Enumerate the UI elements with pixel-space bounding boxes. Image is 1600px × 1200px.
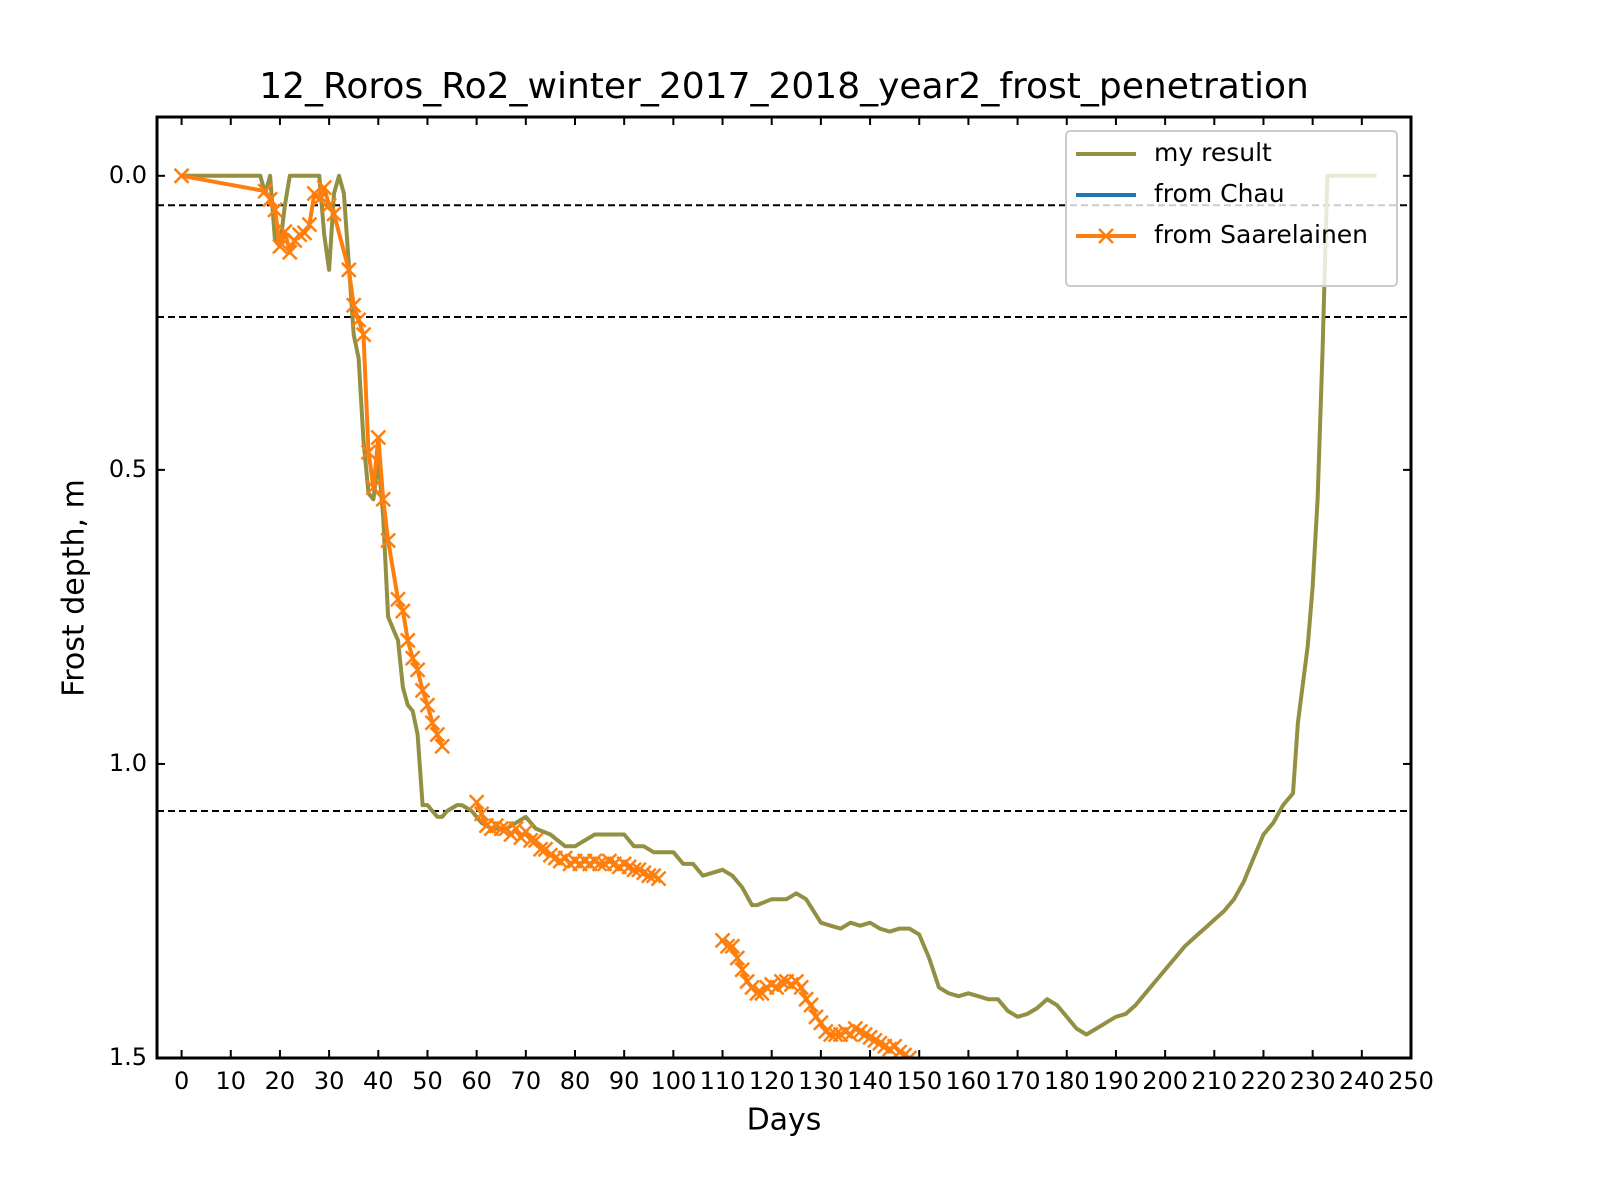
x-tick-label: 60 xyxy=(461,1067,492,1095)
x-tick-label: 140 xyxy=(847,1067,893,1095)
data-point xyxy=(640,867,657,884)
data-point xyxy=(812,1014,829,1031)
x-tick-label: 90 xyxy=(609,1067,640,1095)
data-point xyxy=(301,216,318,233)
x-tick-label: 220 xyxy=(1241,1067,1287,1095)
x-tick-label: 160 xyxy=(946,1067,992,1095)
data-point xyxy=(350,312,367,328)
data-point xyxy=(419,697,436,714)
data-point xyxy=(749,985,765,1002)
data-point xyxy=(827,1026,844,1043)
data-point xyxy=(267,202,283,218)
x-tick-label: 20 xyxy=(265,1067,296,1095)
data-point xyxy=(468,794,485,811)
data-point xyxy=(345,297,362,314)
y-axis-label: Frost depth, m xyxy=(57,479,92,697)
x-tick-label: 50 xyxy=(412,1067,443,1095)
data-point xyxy=(803,997,819,1013)
data-point xyxy=(635,864,652,881)
x-tick-label: 230 xyxy=(1290,1067,1336,1095)
data-point xyxy=(729,950,746,966)
data-point xyxy=(370,429,387,446)
x-tick-label: 30 xyxy=(314,1067,345,1095)
x-tick-label: 80 xyxy=(560,1067,591,1095)
data-point xyxy=(365,479,382,496)
data-point xyxy=(380,532,397,549)
x-tick-label: 40 xyxy=(363,1067,394,1095)
data-point xyxy=(473,806,490,822)
x-tick-label: 10 xyxy=(215,1067,246,1095)
x-tick-label: 130 xyxy=(798,1067,844,1095)
data-point xyxy=(508,820,524,837)
x-axis-label: Days xyxy=(747,1103,822,1138)
data-point xyxy=(404,650,421,666)
chart-title: 12_Roros_Ro2_winter_2017_2018_year2_fros… xyxy=(259,66,1309,107)
data-point xyxy=(321,197,338,214)
x-tick-label: 70 xyxy=(511,1067,542,1095)
data-point xyxy=(326,206,342,222)
data-point xyxy=(650,870,667,887)
legend-marker xyxy=(1098,228,1114,244)
data-point xyxy=(390,591,406,608)
legend-label: from Chau xyxy=(1154,179,1285,208)
x-tick-label: 170 xyxy=(995,1067,1041,1095)
axes-frame xyxy=(155,115,1413,1060)
x-tick-label: 200 xyxy=(1142,1067,1188,1095)
y-tick-label: 0.0 xyxy=(109,161,147,189)
legend-label: my result xyxy=(1154,138,1272,167)
y-tick-label: 1.0 xyxy=(109,749,147,777)
x-tick-label: 110 xyxy=(700,1067,746,1095)
data-point xyxy=(773,973,790,990)
data-point xyxy=(311,191,328,208)
data-point xyxy=(626,861,642,878)
data-point xyxy=(434,738,451,755)
data-point xyxy=(719,938,736,955)
data-point xyxy=(621,858,637,875)
data-point xyxy=(316,179,333,196)
data-point xyxy=(429,726,446,743)
x-tick-label: 210 xyxy=(1191,1067,1237,1095)
series-line xyxy=(181,173,1377,1037)
data-point xyxy=(793,979,810,996)
data-point xyxy=(340,262,357,278)
data-point xyxy=(262,191,278,208)
data-point xyxy=(532,841,549,858)
x-tick-label: 180 xyxy=(1044,1067,1090,1095)
data-point xyxy=(355,326,372,343)
x-tick-label: 240 xyxy=(1339,1067,1385,1095)
plot-area xyxy=(157,167,1411,1058)
data-point xyxy=(173,167,190,184)
data-point xyxy=(296,224,313,241)
data-point xyxy=(394,603,411,619)
data-point xyxy=(399,632,416,649)
x-tick-label: 120 xyxy=(749,1067,795,1095)
data-point xyxy=(896,1047,913,1058)
x-tick-label: 150 xyxy=(896,1067,942,1095)
data-point xyxy=(414,682,431,699)
data-point xyxy=(360,444,377,461)
y-tick-label: 1.5 xyxy=(109,1043,147,1071)
series-line xyxy=(181,173,911,1058)
data-point xyxy=(724,938,741,955)
data-point xyxy=(281,244,298,261)
legend-box xyxy=(1065,130,1398,287)
data-point xyxy=(901,1050,918,1058)
data-point xyxy=(424,714,441,731)
x-tick-label: 250 xyxy=(1388,1067,1434,1095)
y-tick-label: 0.5 xyxy=(109,455,147,483)
data-point xyxy=(257,183,274,199)
x-tick-label: 100 xyxy=(650,1067,696,1095)
x-tick-label: 190 xyxy=(1093,1067,1139,1095)
data-point xyxy=(591,856,608,872)
data-point xyxy=(375,491,392,508)
data-point xyxy=(734,961,751,978)
data-point xyxy=(409,661,426,678)
data-point xyxy=(493,820,510,837)
data-point xyxy=(272,238,288,255)
data-point xyxy=(586,853,603,869)
x-tick-label: 0 xyxy=(174,1067,189,1095)
legend-label: from Saarelainen xyxy=(1154,220,1368,249)
